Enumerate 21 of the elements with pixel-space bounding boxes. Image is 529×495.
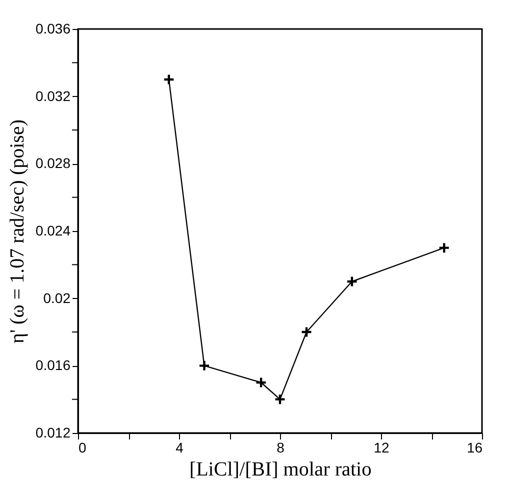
point — [300, 326, 312, 338]
y-tick-label: 0.036 — [35, 20, 71, 36]
x-tick-label: 8 — [276, 440, 285, 456]
y-tick-label: 0.016 — [35, 357, 71, 374]
point — [438, 242, 450, 254]
y-axis-title: η' (ω = 1.07 rad/sec) (poise) — [6, 120, 28, 344]
x-tick-label: 4 — [176, 440, 184, 456]
x-tick-label: 0 — [78, 440, 86, 456]
y-tick-label: 0.028 — [35, 155, 71, 172]
point — [346, 276, 358, 288]
point — [274, 393, 286, 406]
x-tick-label: 12 — [374, 440, 390, 456]
y-tick-label: 0.02 — [43, 290, 71, 306]
point — [163, 74, 175, 86]
x-axis-title: [LiCl]/[BI] molar ratio — [189, 458, 372, 480]
x-tick-label: 16 — [466, 440, 483, 456]
y-tick-label: 0.032 — [35, 88, 71, 104]
y-tick-label: 0.012 — [35, 424, 71, 440]
point — [255, 376, 267, 388]
y-tick-label: 0.024 — [35, 222, 71, 238]
point — [198, 360, 210, 372]
